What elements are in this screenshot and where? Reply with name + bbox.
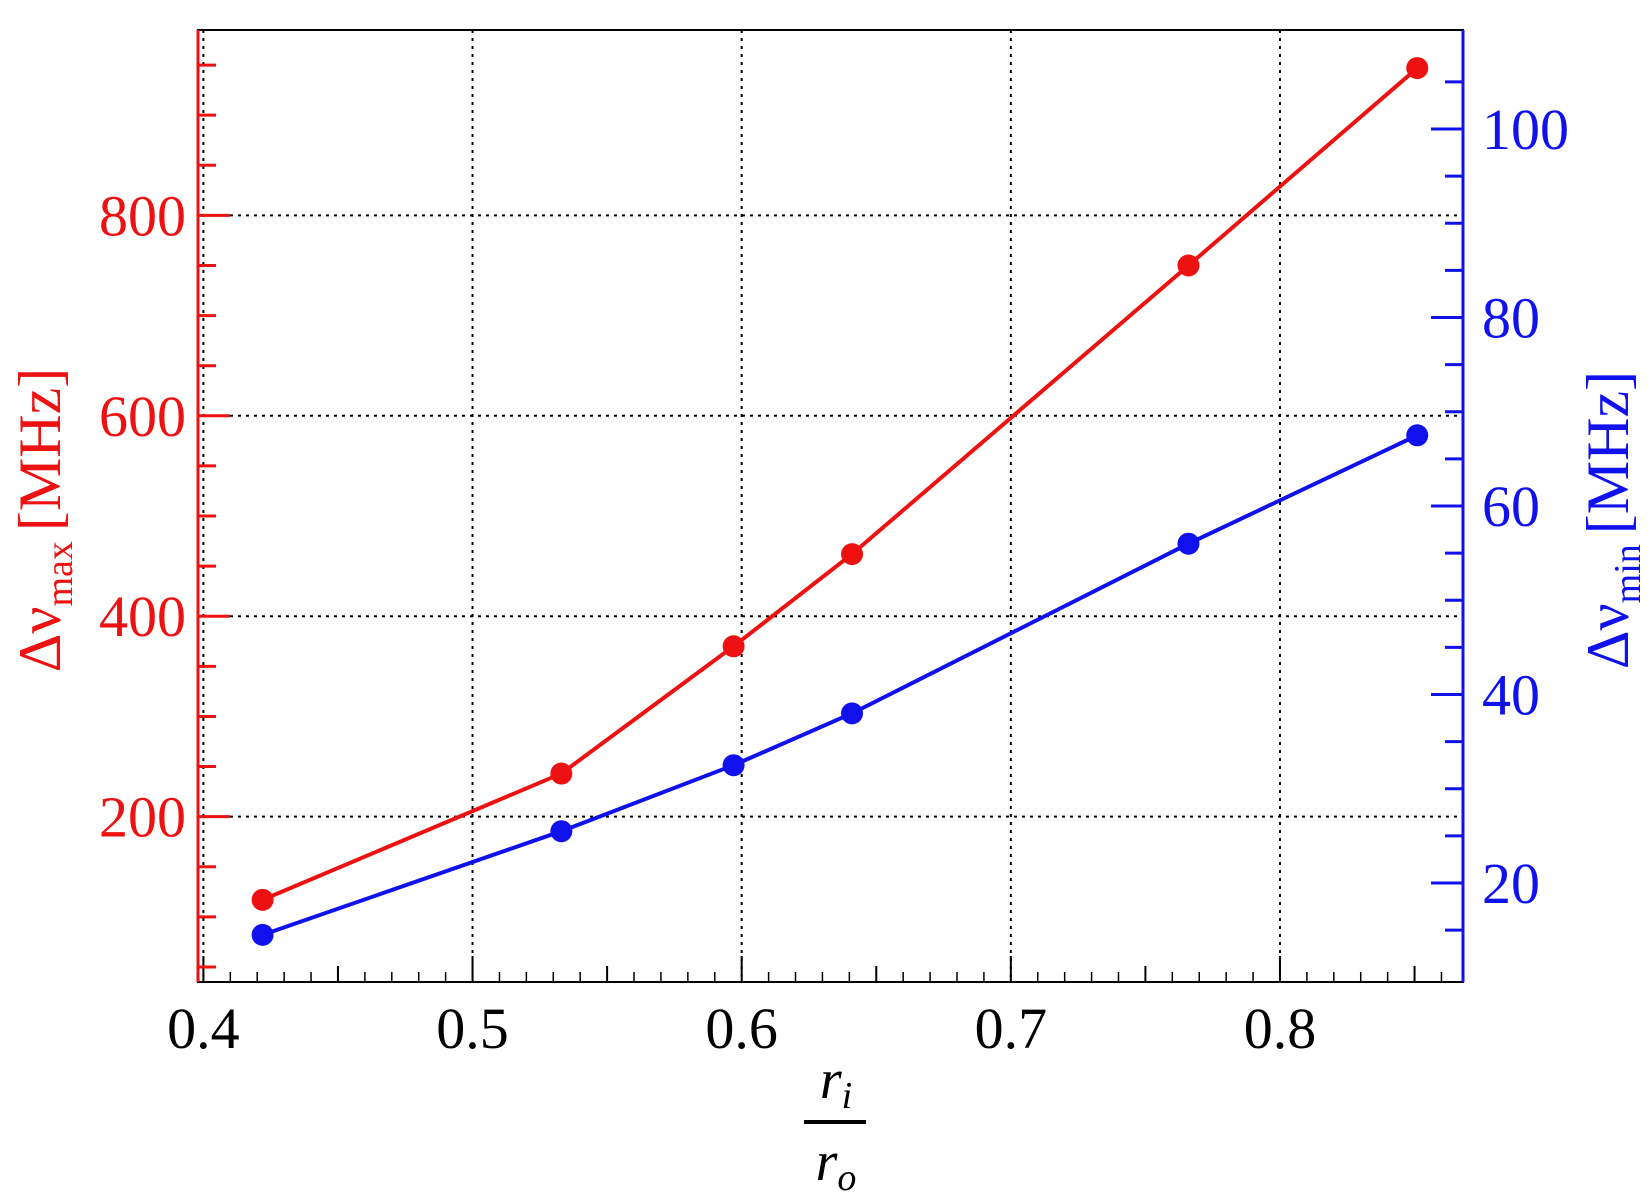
left-tick-label: 200 bbox=[99, 785, 186, 850]
right-tick-label: 80 bbox=[1482, 285, 1540, 350]
x-tick-label: 0.6 bbox=[705, 996, 778, 1061]
max-series-point bbox=[1406, 57, 1429, 80]
svg-text:Δνmax[MHz]: Δνmax [MHz] bbox=[7, 368, 81, 672]
right-axis-title-unit: [MHz] bbox=[1575, 371, 1641, 534]
x-tick-label: 0.7 bbox=[975, 996, 1048, 1061]
plot-frame bbox=[197, 29, 1464, 983]
x-tick-label: 0.4 bbox=[167, 996, 240, 1061]
min-series-point bbox=[550, 820, 573, 843]
left-tick-label: 800 bbox=[99, 183, 186, 248]
min-series-point bbox=[251, 923, 274, 946]
x-axis-title-num: r bbox=[820, 1049, 842, 1111]
right-axis-title-main: Δν bbox=[1575, 603, 1641, 669]
right-axis-title-sub: min bbox=[1607, 544, 1649, 603]
grid-lines bbox=[198, 30, 1463, 982]
right-tick-label: 40 bbox=[1482, 663, 1540, 728]
min-series-line bbox=[261, 433, 1419, 937]
left-axis-title-sub: max bbox=[39, 541, 81, 606]
right-tick-label: 60 bbox=[1482, 474, 1540, 539]
x-tick-label: 0.5 bbox=[436, 996, 509, 1061]
right-axis-title: Δνmin [MHz] bbox=[1575, 371, 1649, 669]
x-tick-label: 0.8 bbox=[1244, 996, 1317, 1061]
max-series-line bbox=[261, 66, 1419, 902]
left-axis-title-unit: [MHz] bbox=[7, 368, 73, 531]
x-axis-title-den: r bbox=[816, 1131, 838, 1193]
right-tick-label: 20 bbox=[1482, 851, 1540, 916]
svg-text:ri: ri bbox=[820, 1049, 852, 1117]
min-series-point bbox=[841, 702, 864, 725]
min-series-point bbox=[1177, 532, 1200, 555]
min-series-point bbox=[722, 754, 745, 777]
x-axis-title: ri ro bbox=[804, 1049, 866, 1199]
max-series-point bbox=[550, 762, 573, 785]
svg-text:Δνmin[MHz]: Δνmin [MHz] bbox=[1575, 371, 1649, 669]
left-axis-title: Δνmax [MHz] bbox=[7, 368, 81, 672]
max-series-point bbox=[722, 635, 745, 658]
max-series-point bbox=[841, 543, 864, 566]
x-axis-title-den-sub: o bbox=[837, 1157, 856, 1199]
min-series-point bbox=[1406, 424, 1429, 447]
data-series bbox=[251, 57, 1429, 946]
x-axis-title-num-sub: i bbox=[842, 1075, 853, 1117]
right-tick-label: 100 bbox=[1482, 97, 1569, 162]
left-tick-label: 400 bbox=[99, 584, 186, 649]
axis-ticks bbox=[198, 63, 1463, 982]
left-axis-title-main: Δν bbox=[7, 607, 73, 673]
max-series-point bbox=[251, 888, 274, 911]
svg-text:ro: ro bbox=[816, 1131, 857, 1199]
left-tick-label: 600 bbox=[99, 384, 186, 449]
max-series-point bbox=[1177, 254, 1200, 277]
tick-labels: 0.4 0.5 0.6 0.7 0.8 200 400 600 800 20 40 60 80 100 bbox=[99, 97, 1569, 1061]
